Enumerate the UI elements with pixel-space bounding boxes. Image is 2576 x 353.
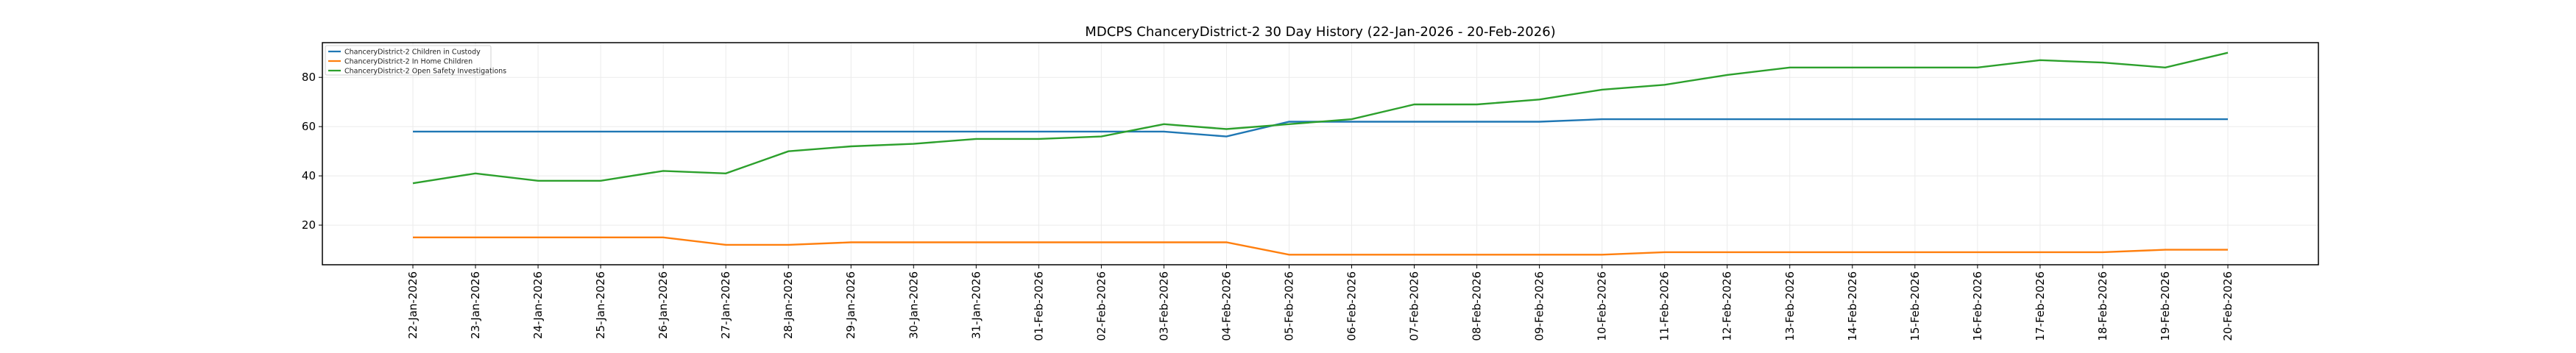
x-tick-label: 20-Feb-2026: [2221, 271, 2234, 341]
x-tick-label: 06-Feb-2026: [1345, 271, 1359, 341]
chart-title: MDCPS ChanceryDistrict-2 30 Day History …: [1085, 24, 1555, 40]
series-lines: [412, 51, 2229, 256]
x-tick-label: 25-Jan-2026: [594, 271, 607, 339]
x-tick-label: 17-Feb-2026: [2034, 271, 2047, 341]
x-tick-label: 03-Feb-2026: [1157, 271, 1170, 341]
x-tick-label: 30-Jan-2026: [907, 271, 920, 339]
plot-frame: [322, 42, 2319, 265]
y-axis: 20 40 60 80: [302, 71, 322, 232]
x-axis: 22-Jan-2026 23-Jan-2026 24-Jan-2026 25-Jan-…: [406, 265, 2234, 341]
x-tick-label: 13-Feb-2026: [1783, 271, 1797, 341]
x-tick-label: 27-Jan-2026: [719, 271, 732, 339]
x-tick-label: 18-Feb-2026: [2096, 271, 2109, 341]
x-tick-label: 19-Feb-2026: [2159, 271, 2172, 341]
x-tick-label: 04-Feb-2026: [1220, 271, 1233, 341]
legend-label: ChanceryDistrict-2 Open Safety Investiga…: [344, 68, 506, 76]
x-tick-label: 02-Feb-2026: [1094, 271, 1108, 341]
x-tick-label: 14-Feb-2026: [1846, 271, 1859, 341]
x-tick-label: 11-Feb-2026: [1658, 271, 1671, 341]
legend-box: [325, 45, 492, 76]
legend-label: ChanceryDistrict-2 Children in Custody: [344, 49, 481, 57]
x-tick-label: 10-Feb-2026: [1596, 271, 1609, 341]
x-tick-label: 31-Jan-2026: [969, 271, 983, 339]
x-tick-label: 26-Jan-2026: [657, 271, 670, 339]
x-tick-label: 24-Jan-2026: [531, 271, 545, 339]
grid: [322, 43, 2318, 265]
x-tick-label: 23-Jan-2026: [469, 271, 482, 339]
legend-label: ChanceryDistrict-2 In Home Children: [344, 58, 473, 66]
x-tick-label: 08-Feb-2026: [1471, 271, 1484, 341]
x-tick-label: 05-Feb-2026: [1282, 271, 1295, 341]
x-tick-label: 01-Feb-2026: [1032, 271, 1045, 341]
x-tick-label: 09-Feb-2026: [1533, 271, 1546, 341]
x-tick-label: 12-Feb-2026: [1721, 271, 1734, 341]
x-tick-label: 22-Jan-2026: [406, 271, 420, 339]
y-tick-label: 20: [302, 218, 316, 232]
x-tick-label: 16-Feb-2026: [1971, 271, 1984, 341]
series-line-2: [412, 51, 2229, 185]
x-tick-label: 28-Jan-2026: [782, 271, 795, 339]
y-tick-label: 40: [302, 169, 316, 182]
x-tick-label: 29-Jan-2026: [844, 271, 857, 339]
x-tick-label: 07-Feb-2026: [1408, 271, 1421, 341]
legend: ChanceryDistrict-2 Children in CustodyCh…: [325, 45, 506, 76]
y-tick-label: 80: [302, 71, 316, 84]
y-tick-label: 60: [302, 120, 316, 133]
x-tick-label: 15-Feb-2026: [1908, 271, 1922, 341]
series-line-1: [413, 236, 2228, 256]
